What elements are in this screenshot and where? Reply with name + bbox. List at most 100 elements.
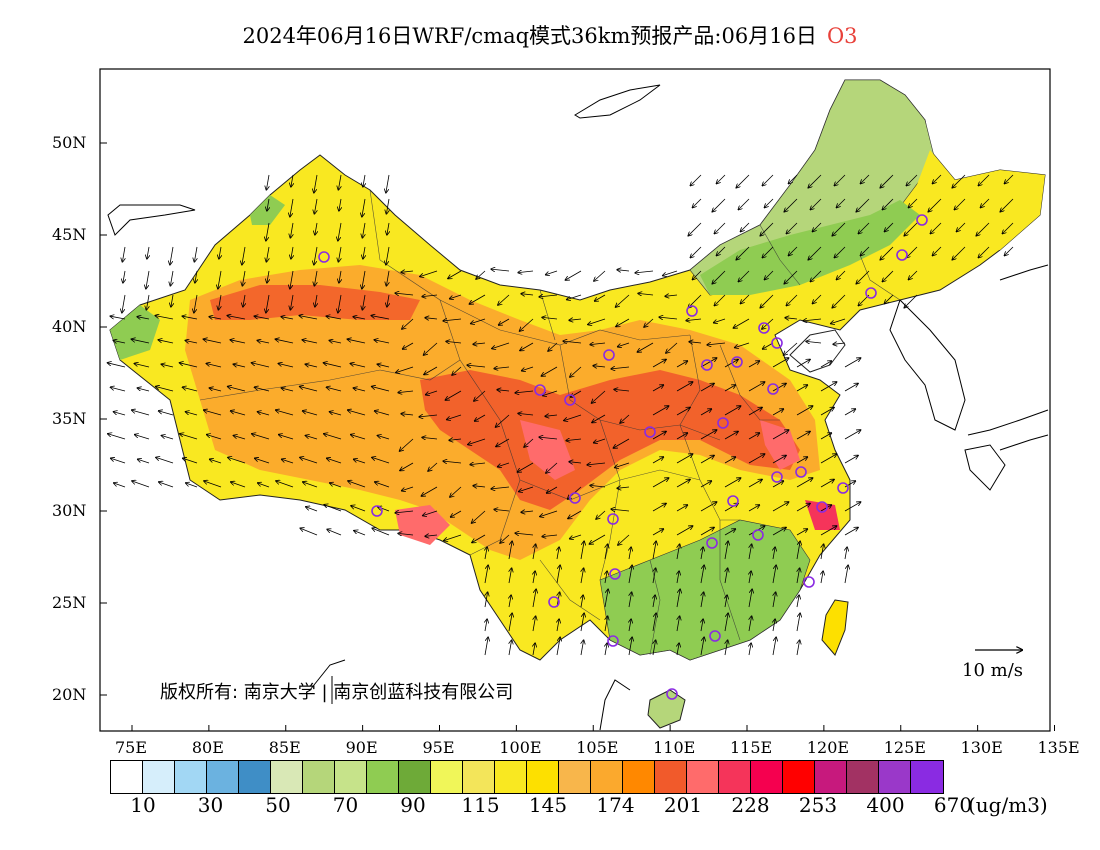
wind-arrow	[693, 270, 702, 280]
wind-arrow	[474, 390, 486, 401]
wind-arrow	[707, 343, 726, 345]
wind-arrow	[338, 174, 341, 190]
wind-arrow	[231, 411, 246, 416]
city-marker	[709, 630, 721, 642]
wind-arrow	[156, 457, 174, 464]
wind-arrow	[796, 360, 810, 368]
wind-arrow	[228, 457, 246, 464]
wind-arrow	[821, 571, 823, 584]
wind-arrow	[494, 367, 510, 369]
wind-arrow	[629, 547, 631, 560]
map-title: 2024年06月16日WRF/cmaq模式36km预报产品:06月16日 O3	[0, 20, 1100, 50]
wind-arrow	[521, 294, 534, 295]
city-marker	[644, 426, 656, 438]
wind-arrow	[469, 294, 486, 304]
wind-arrow	[362, 198, 366, 217]
wind-arrow	[581, 568, 584, 584]
wind-arrow	[724, 432, 738, 440]
wind-arrow	[861, 246, 870, 256]
wind-arrow	[557, 547, 559, 560]
wind-arrow	[446, 341, 462, 343]
wind-arrow	[210, 459, 222, 464]
longitude-label: 110E	[653, 738, 696, 757]
wind-arrow	[588, 318, 606, 325]
wind-arrow	[653, 640, 656, 656]
taiwan-island	[821, 599, 849, 656]
wind-arrow	[219, 246, 221, 259]
legend-swatch	[463, 761, 495, 793]
city-marker	[686, 305, 698, 317]
wind-arrow	[796, 613, 800, 632]
wind-arrow	[736, 174, 750, 188]
longitude-label: 130E	[960, 738, 1003, 757]
wind-arrow	[700, 456, 714, 464]
wind-arrow	[300, 528, 318, 536]
wind-arrow	[556, 637, 560, 656]
wind-arrow	[541, 366, 558, 376]
wind-arrow	[978, 174, 990, 186]
legend-label: 70	[332, 793, 359, 817]
wind-arrow	[401, 414, 414, 415]
wind-arrow	[712, 270, 726, 284]
wind-arrow	[677, 571, 679, 584]
wind-arrow	[396, 366, 414, 373]
wind-arrow	[161, 364, 174, 367]
wind-arrow	[797, 568, 800, 584]
wind-arrow	[611, 509, 630, 511]
legend-unit: (ug/m3)	[968, 793, 1048, 817]
wind-arrow	[904, 222, 918, 236]
wind-arrow	[424, 366, 438, 375]
wind-arrow	[122, 246, 125, 262]
wind-arrow	[724, 613, 728, 632]
wind-arrow	[590, 485, 606, 487]
wind-arrow	[748, 382, 765, 392]
wind-arrow	[449, 439, 462, 440]
wind-arrow	[570, 366, 582, 377]
wind-arrow	[564, 414, 582, 421]
wind-arrow	[448, 270, 462, 279]
wind-arrow	[880, 174, 894, 188]
city-marker	[816, 501, 828, 513]
wind-arrow	[765, 198, 774, 208]
wind-arrow	[374, 340, 390, 344]
wind-arrow	[563, 341, 582, 343]
wind-arrow	[748, 454, 765, 464]
wind-arrow	[290, 294, 293, 310]
wind-arrow	[813, 222, 822, 232]
wind-arrow	[338, 294, 342, 313]
title-text: 2024年06月16日WRF/cmaq模式36km预报产品:06月16日	[242, 24, 817, 48]
wind-arrow	[257, 341, 270, 344]
wind-arrow	[242, 270, 245, 286]
city-marker	[548, 596, 560, 608]
wind-arrow	[447, 414, 462, 420]
wind-arrow	[351, 435, 366, 440]
wind-arrow	[885, 294, 894, 304]
wind-arrow	[159, 411, 174, 416]
wind-arrow	[494, 509, 510, 511]
wind-arrow	[676, 433, 687, 440]
wind-arrow	[324, 505, 342, 512]
wind-arrow	[1005, 246, 1014, 256]
wind-arrow	[500, 534, 510, 543]
wind-arrow	[254, 316, 270, 320]
wind-arrow	[108, 363, 126, 368]
wind-arrow	[676, 480, 690, 488]
wind-arrow	[677, 544, 680, 560]
wind-arrow	[314, 198, 317, 214]
legend-swatch	[847, 761, 879, 793]
legend-swatch	[911, 761, 943, 793]
wind-arrow	[403, 342, 414, 349]
wind-arrow	[114, 483, 126, 488]
wind-arrow	[156, 387, 174, 392]
wind-arrow	[267, 270, 269, 283]
wind-arrow	[796, 457, 807, 464]
wind-arrow	[760, 294, 774, 308]
wind-arrow	[402, 486, 414, 491]
legend-label: 228	[731, 793, 770, 817]
wind-arrow	[581, 595, 583, 608]
wind-arrow	[772, 430, 789, 440]
legend-swatch	[655, 761, 687, 793]
wind-arrow	[147, 246, 149, 259]
wind-arrow	[195, 270, 197, 283]
city-marker	[767, 383, 779, 395]
